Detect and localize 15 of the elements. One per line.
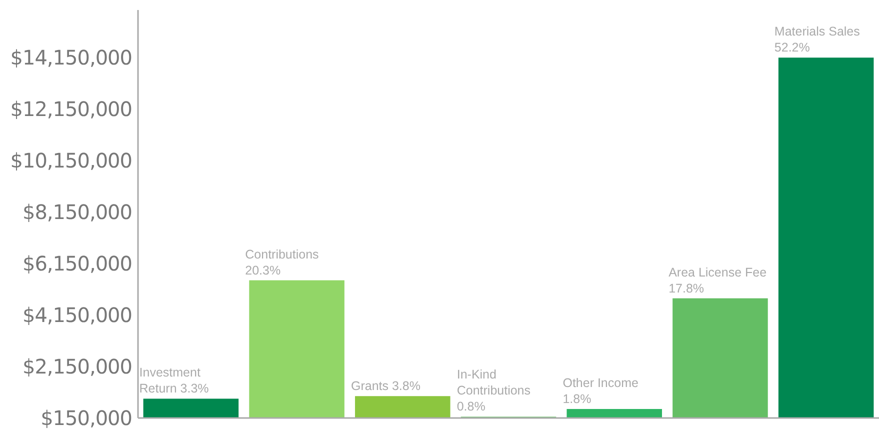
x-tick-label: Contributions 20.3% bbox=[245, 247, 319, 278]
y-tick-label: $2,150,000 bbox=[22, 354, 132, 379]
y-tick-label: $12,150,000 bbox=[10, 97, 132, 122]
x-tick-label: Materials Sales 52.2% bbox=[774, 24, 860, 55]
y-tick-label: $150,000 bbox=[40, 406, 132, 429]
y-tick-label: $6,150,000 bbox=[22, 252, 132, 276]
y-tick-label: $4,150,000 bbox=[22, 303, 132, 328]
y-tick-label: $14,150,000 bbox=[10, 46, 132, 70]
x-tick-label: In-Kind Contributions 0.8% bbox=[456, 368, 531, 414]
y-tick-label: $10,150,000 bbox=[10, 148, 132, 173]
x-tick-label: Other Income 1.8% bbox=[562, 376, 638, 406]
x-tick-label: Area License Fee 17.8% bbox=[668, 265, 767, 296]
x-tick-label: Grants 3.8% bbox=[351, 379, 420, 394]
x-tick-label: Investment Return 3.3% bbox=[139, 366, 209, 396]
y-tick-label: $8,150,000 bbox=[22, 200, 132, 224]
